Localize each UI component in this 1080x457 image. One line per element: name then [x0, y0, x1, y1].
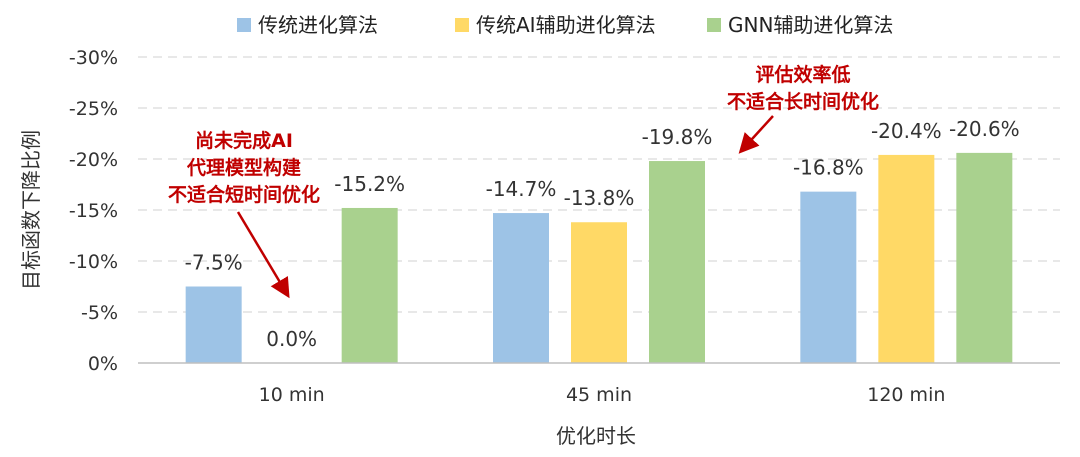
- y-tick-label: -30%: [69, 47, 118, 69]
- bar: [800, 191, 857, 363]
- bar: [956, 152, 1013, 363]
- annotation-1-line-2: 代理模型构建: [186, 156, 301, 179]
- bar-value-label: -15.2%: [334, 172, 405, 196]
- annotation-1-arrow: [236, 211, 290, 299]
- legend-item-1: 传统AI辅助进化算法: [455, 13, 656, 37]
- bar-value-label: -14.7%: [486, 177, 557, 201]
- x-axis-title: 优化时长: [556, 424, 636, 448]
- bar-value-label: -20.4%: [871, 119, 942, 143]
- bar: [493, 213, 549, 363]
- annotation-1: 尚未完成AI 代理模型构建 不适合短时间优化: [168, 129, 320, 299]
- legend-label-1: 传统AI辅助进化算法: [476, 13, 656, 37]
- x-tick-label: 10 min: [259, 384, 325, 406]
- bar-value-label: -7.5%: [185, 251, 243, 275]
- legend-item-0: 传统进化算法: [237, 13, 378, 37]
- bar: [878, 154, 935, 363]
- x-tick-label: 120 min: [867, 384, 945, 406]
- legend-swatch-2: [707, 18, 721, 32]
- bar: [185, 286, 242, 363]
- legend-swatch-1: [455, 18, 469, 32]
- annotation-2-line-1: 评估效率低: [755, 63, 850, 86]
- x-tick-label: 45 min: [566, 384, 632, 406]
- legend-item-2: GNN辅助进化算法: [707, 13, 893, 37]
- y-tick-label: -25%: [69, 98, 118, 120]
- annotation-1-line-1: 尚未完成AI: [195, 129, 293, 152]
- bar: [341, 207, 398, 363]
- annotation-2-line-2: 不适合长时间优化: [727, 90, 879, 113]
- y-axis-ticks: 0% -5% -10% -15% -20% -25% -30%: [69, 47, 118, 375]
- legend: 传统进化算法 传统AI辅助进化算法 GNN辅助进化算法: [237, 13, 893, 37]
- y-tick-label: -10%: [69, 251, 118, 273]
- bar-value-label: -13.8%: [564, 186, 635, 210]
- bar-value-label: -20.6%: [949, 117, 1020, 141]
- bars: [185, 152, 1013, 363]
- y-axis-title: 目标函数下降比例: [19, 130, 43, 290]
- bar-value-label: 0.0%: [266, 327, 317, 351]
- y-tick-label: -15%: [69, 200, 118, 222]
- annotation-2: 评估效率低 不适合长时间优化: [727, 63, 879, 154]
- y-tick-label: -20%: [69, 149, 118, 171]
- bar: [649, 161, 705, 363]
- y-tick-label: -5%: [81, 302, 118, 324]
- bar: [571, 222, 627, 363]
- annotation-1-line-3: 不适合短时间优化: [168, 183, 320, 206]
- bar-value-label: -16.8%: [793, 156, 864, 180]
- legend-swatch-0: [237, 18, 251, 32]
- data-labels: -7.5%0.0%-15.2% -14.7% -13.8%-19.8%-16.8%-…: [185, 117, 1020, 351]
- legend-label-0: 传统进化算法: [258, 13, 378, 37]
- x-axis-ticks: 10 min 45 min 120 min: [259, 384, 946, 406]
- bar-value-label: -19.8%: [642, 125, 713, 149]
- y-tick-label: 0%: [88, 353, 118, 375]
- legend-label-2: GNN辅助进化算法: [728, 13, 893, 37]
- annotation-2-arrow: [738, 115, 774, 154]
